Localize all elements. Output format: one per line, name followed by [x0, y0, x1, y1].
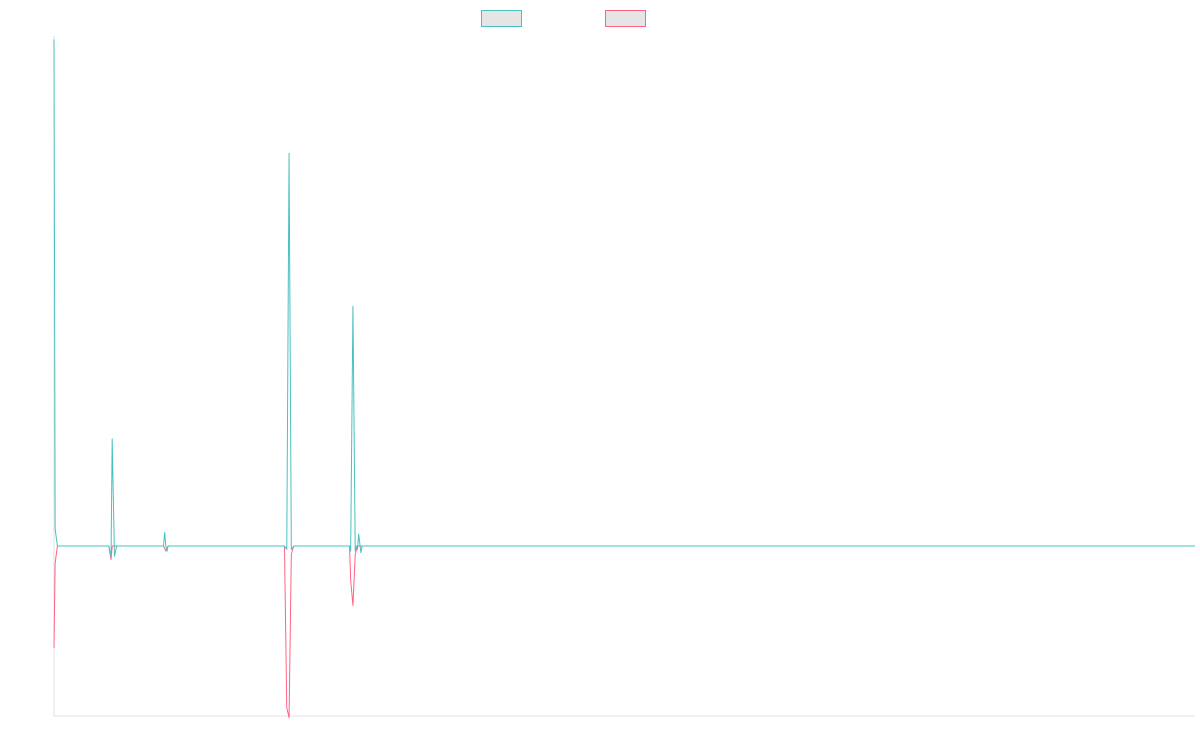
legend-item-2[interactable]: [605, 10, 646, 27]
series-line-1: [53, 39, 1195, 557]
legend-swatch-2[interactable]: [605, 10, 646, 27]
axes: [53, 36, 1195, 717]
legend-item-1[interactable]: [481, 10, 522, 27]
series-line-2: [53, 545, 1195, 719]
legend[interactable]: [481, 10, 646, 27]
series-layer: [53, 39, 1195, 719]
legend-swatch-1[interactable]: [481, 10, 522, 27]
